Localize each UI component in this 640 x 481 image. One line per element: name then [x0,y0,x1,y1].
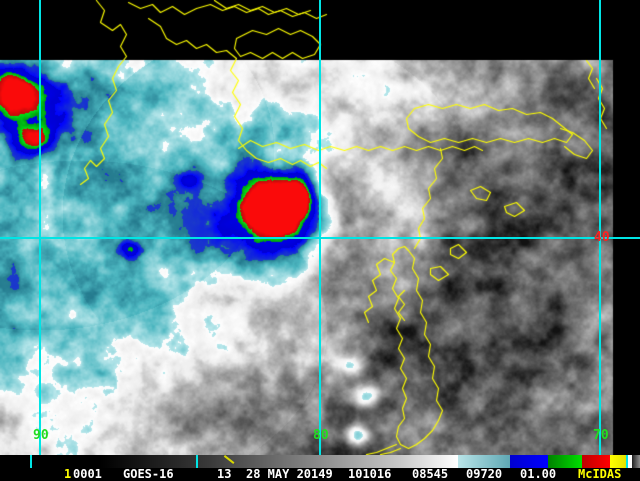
status-bar: 1 0001 GOES-16 13 28 MAY 20149 101016 08… [0,468,640,480]
status-satellite: GOES-16 [123,467,174,481]
colorbar-segment-12 [632,455,640,468]
colorbar-segment-3 [210,455,320,468]
bottom-strip: 1 0001 GOES-16 13 28 MAY 20149 101016 08… [0,455,640,480]
satellite-image-panel[interactable]: 90 80 70 40 [0,0,640,455]
gridline-longitude-70 [599,0,601,455]
colorbar-segment-2 [100,455,210,468]
colorbar-tick-0 [30,455,32,468]
status-resolution: 01.00 [520,467,557,481]
ir-enhancement-colorbar[interactable] [0,455,640,468]
colorbar-segment-7 [510,455,548,468]
colorbar-segment-4 [320,455,400,468]
gridline-longitude-90 [39,0,41,455]
gridline-latitude-40-stub [612,237,640,239]
colorbar-segment-6 [458,455,510,468]
colorbar-tick-2 [626,455,628,468]
colorbar-segment-8 [548,455,582,468]
colorbar-segment-9 [582,455,610,468]
colorbar-segment-10 [610,455,628,468]
status-area-number: 0001 [73,467,102,481]
colorbar-segment-5 [400,455,458,468]
gridlabel-longitude-90: 90 [33,428,49,443]
status-time: 101016 [348,467,392,481]
status-frame-number: 1 [64,467,72,481]
colorbar-segment-11 [628,455,632,468]
mcidas-brand-label: McIDAS [578,467,622,481]
gridline-latitude-40 [0,237,614,239]
gridlabel-longitude-80: 80 [313,428,329,443]
status-day: 13 [217,467,232,481]
gridline-longitude-80 [319,0,321,455]
gridlabel-longitude-70: 70 [593,428,609,443]
gridlabel-latitude-40: 40 [594,230,610,245]
colorbar-segment-1 [32,455,100,468]
colorbar-segment-0 [0,455,30,468]
status-date: 28 MAY 20149 [246,467,333,481]
status-element: 09720 [466,467,503,481]
status-line: 08545 [412,467,449,481]
colorbar-tick-1 [196,455,198,468]
